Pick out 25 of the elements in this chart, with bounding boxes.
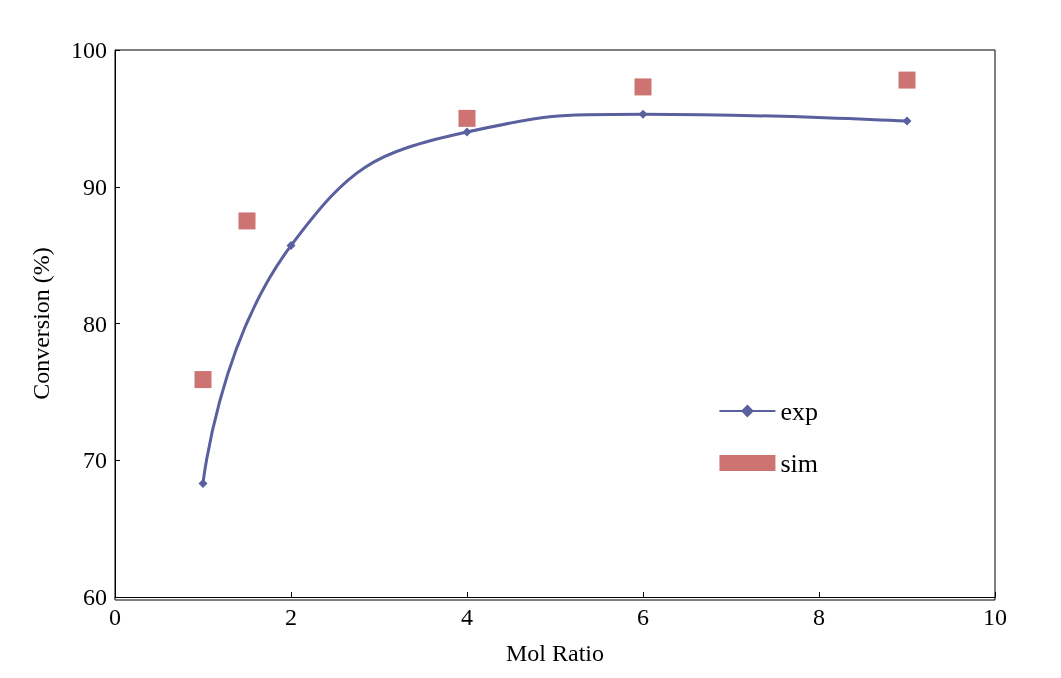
- legend-label: sim: [780, 448, 819, 478]
- point: [634, 78, 652, 96]
- y-tick-label: 100: [71, 37, 107, 63]
- point: [458, 109, 476, 127]
- point: [902, 116, 912, 126]
- y-tick-label: 60: [83, 584, 107, 610]
- y-axis-title: Conversion (%): [28, 247, 54, 400]
- y-tick-label: 90: [83, 173, 107, 200]
- y-tick-label: 70: [83, 447, 107, 474]
- x-tick-label: 2: [285, 604, 297, 630]
- point: [194, 371, 212, 389]
- x-axis-title: Mol Ratio: [505, 640, 605, 666]
- point: [238, 212, 256, 230]
- point: [898, 71, 916, 89]
- x-tick-label: 10: [983, 604, 1007, 630]
- legend-label: exp: [780, 396, 818, 426]
- x-tick-label: 6: [637, 604, 649, 630]
- point: [198, 479, 208, 488]
- point: [462, 127, 472, 137]
- x-tick-label: 4: [461, 604, 473, 630]
- x-tick-label: 0: [109, 604, 121, 630]
- y-tick-label: 80: [83, 310, 107, 337]
- x-tick-label: 8: [813, 604, 825, 630]
- point: [286, 241, 296, 251]
- point: [638, 109, 648, 119]
